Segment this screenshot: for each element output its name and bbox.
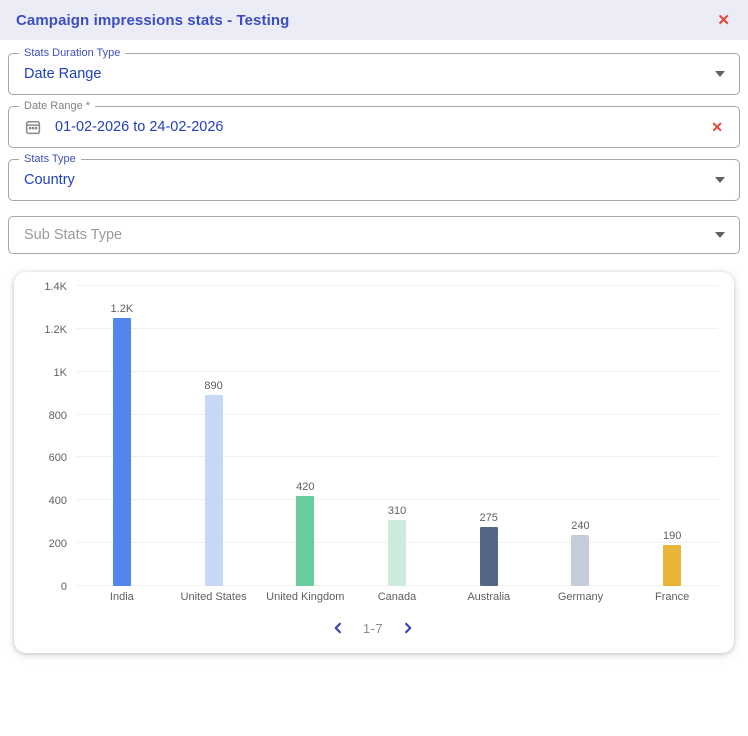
chevron-down-icon[interactable] <box>715 71 725 77</box>
y-axis-tick-label: 0 <box>60 581 67 594</box>
form-fields: Stats Duration Type Date Range Date Rang… <box>0 40 748 254</box>
bar-cell: 275 <box>443 286 535 586</box>
sub-stats-type-placeholder: Sub Stats Type <box>24 227 123 243</box>
clear-date-icon[interactable]: ✕ <box>711 119 723 135</box>
bar-value-label: 275 <box>479 512 498 525</box>
grid-line <box>76 327 718 329</box>
bar-cell: 420 <box>259 286 351 586</box>
stats-duration-type-value: Date Range <box>24 66 102 82</box>
modal-title: Campaign impressions stats - Testing <box>16 11 290 29</box>
bar-value-label: 1.2K <box>110 303 134 316</box>
y-axis-tick-label: 1.4K <box>44 281 67 294</box>
bar-france[interactable] <box>663 545 682 586</box>
bar-united-kingdom[interactable] <box>296 496 315 586</box>
stats-duration-type-label: Stats Duration Type <box>19 47 126 60</box>
sub-stats-type-select[interactable]: Sub Stats Type <box>8 216 740 254</box>
chevron-left-icon[interactable] <box>329 619 347 637</box>
stats-type-select[interactable]: Stats Type Country <box>8 153 740 201</box>
bar-value-label: 420 <box>296 481 315 493</box>
x-axis-label: Canada <box>377 591 417 603</box>
bar-germany[interactable] <box>571 534 590 586</box>
grid-line <box>76 413 718 415</box>
bar-value-label: 240 <box>571 519 590 532</box>
chevron-right-icon[interactable] <box>399 619 417 637</box>
x-axis-label: United States <box>180 591 247 603</box>
bar-value-label: 890 <box>204 380 223 393</box>
bar-cell: 890 <box>168 286 260 586</box>
stats-type-value: Country <box>24 172 75 188</box>
stats-type-label: Stats Type <box>19 153 81 166</box>
chart-plot-area: 0 200 400 600 800 1K 1.2K 1.4K 1.2K 890 420 310 275 2… <box>44 281 718 593</box>
y-axis-tick-label: 600 <box>48 452 67 465</box>
bar-india[interactable] <box>112 318 131 586</box>
date-range-label: Date Range * <box>19 100 96 113</box>
x-axis-label: United Kingdom <box>266 591 345 603</box>
x-axis-label: Australia <box>467 591 511 603</box>
chart-pagination: 1-7 <box>28 619 718 637</box>
y-axis-tick-label: 400 <box>48 495 67 508</box>
grid-line <box>76 370 718 372</box>
y-axis-tick-label: 1.2K <box>44 324 67 337</box>
bar-canada[interactable] <box>388 519 407 586</box>
bar-united-states[interactable] <box>204 395 223 586</box>
chevron-down-icon[interactable] <box>715 177 725 183</box>
grid-line <box>76 499 718 501</box>
bar-cell: 1.2K <box>76 286 168 586</box>
bar-value-label: 310 <box>387 504 407 517</box>
bar-value-label: 190 <box>662 530 682 543</box>
stats-duration-type-select[interactable]: Stats Duration Type Date Range <box>8 47 740 95</box>
bar-cell: 310 <box>351 286 443 586</box>
bar-cell: 190 <box>626 286 718 586</box>
modal-header: Campaign impressions stats - Testing ✕ <box>0 0 748 40</box>
x-axis-labels: India United States United Kingdom Canada Au… <box>76 591 718 603</box>
calendar-icon[interactable] <box>24 118 42 136</box>
grid-line <box>76 456 718 458</box>
x-axis-label: Germany <box>557 591 604 603</box>
date-range-input[interactable]: Date Range * 01-02-2026 to 24-02-2026 ✕ <box>8 100 740 148</box>
bar-cell: 240 <box>535 286 627 586</box>
close-icon[interactable]: ✕ <box>717 11 730 29</box>
impressions-chart-card: 0 200 400 600 800 1K 1.2K 1.4K 1.2K 890 420 310 275 2… <box>14 272 734 653</box>
bars-row: 1.2K 890 420 310 275 240 190 <box>76 286 718 586</box>
grid-line <box>76 285 718 286</box>
chevron-down-icon[interactable] <box>715 232 725 238</box>
date-range-value: 01-02-2026 to 24-02-2026 <box>55 119 224 135</box>
y-axis-tick-label: 1K <box>53 366 67 379</box>
x-axis-label: India <box>109 591 134 603</box>
pagination-range: 1-7 <box>362 620 384 636</box>
x-axis-label: France <box>655 591 690 603</box>
y-axis-tick-label: 800 <box>48 409 67 422</box>
bar-australia[interactable] <box>479 527 498 586</box>
y-axis-tick-label: 200 <box>48 538 67 551</box>
